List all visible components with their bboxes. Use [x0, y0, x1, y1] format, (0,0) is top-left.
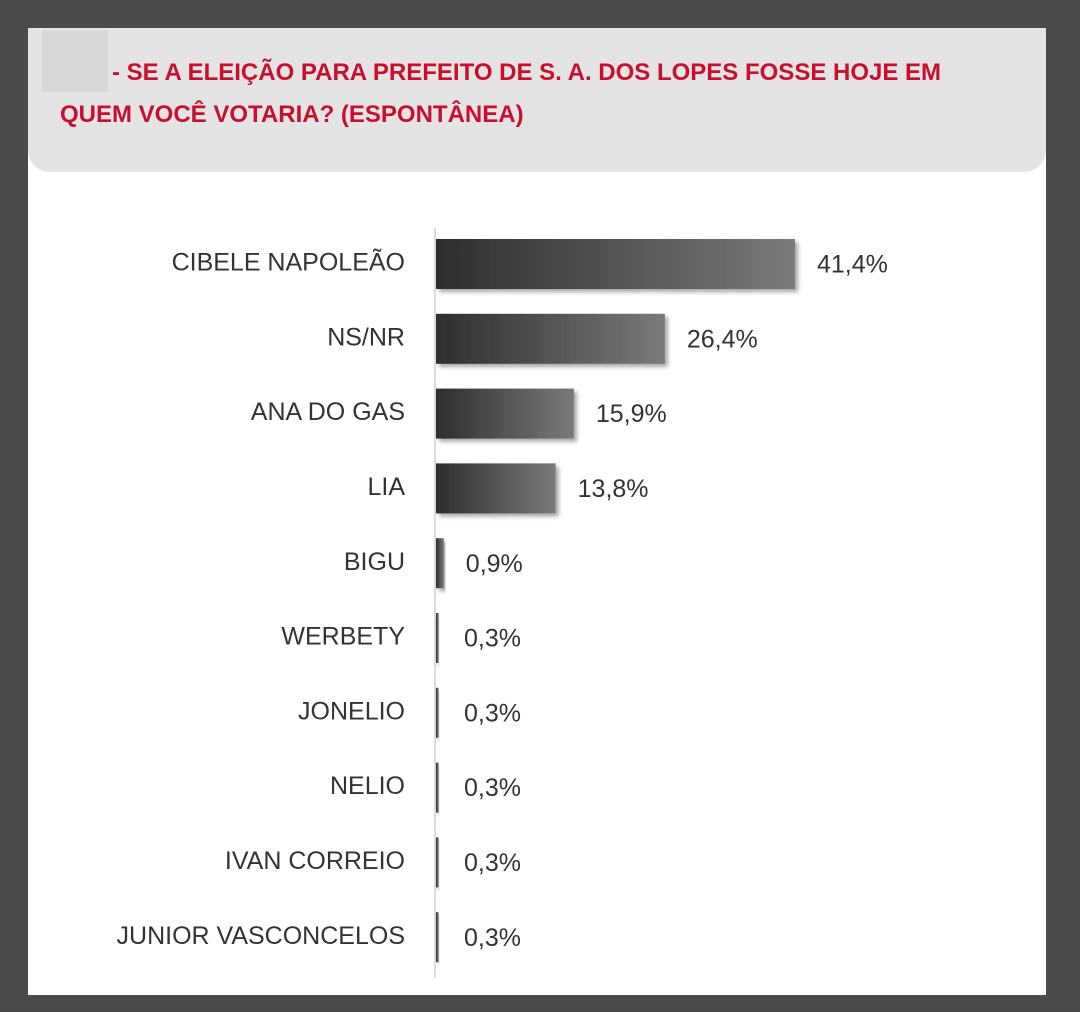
bar — [436, 388, 574, 439]
bar — [436, 313, 665, 364]
bar — [436, 837, 439, 888]
bar — [436, 538, 444, 589]
value-label: 13,8% — [578, 475, 649, 503]
value-label: 0,3% — [464, 625, 521, 653]
bar — [436, 239, 795, 289]
value-label: 0,3% — [464, 699, 521, 727]
bar — [436, 613, 439, 663]
value-label: 0,9% — [466, 550, 523, 578]
category-label: LIA — [367, 473, 405, 501]
bar — [436, 463, 556, 514]
bar — [436, 912, 439, 963]
category-label: JUNIOR VASCONCELOS — [117, 922, 405, 950]
bar — [436, 762, 439, 813]
value-label: 0,3% — [464, 774, 521, 802]
category-label: NELIO — [330, 772, 405, 800]
value-label: 0,3% — [464, 849, 521, 877]
category-label: JONELIO — [298, 697, 405, 725]
value-label: 26,4% — [687, 325, 758, 353]
category-label: BIGU — [344, 548, 405, 576]
category-label: NS/NR — [327, 323, 405, 351]
category-label: ANA DO GAS — [251, 398, 405, 426]
category-label: WERBETY — [281, 623, 405, 651]
category-label: IVAN CORREIO — [225, 847, 405, 875]
redaction — [42, 30, 108, 92]
category-label: CIBELE NAPOLEÃO — [172, 248, 405, 277]
bar — [436, 687, 439, 738]
value-label: 41,4% — [817, 251, 888, 279]
chart-title: - SE A ELEIÇÃO PARA PREFEITO DE S. A. DO… — [60, 59, 942, 128]
header — [28, 28, 1046, 172]
value-label: 0,3% — [464, 924, 521, 952]
value-label: 15,9% — [596, 400, 667, 428]
